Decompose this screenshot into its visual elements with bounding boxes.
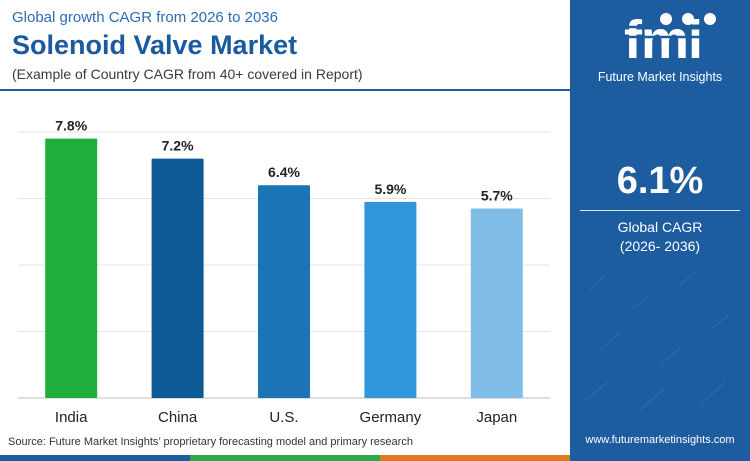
- bar-india: [45, 138, 98, 398]
- decorative-texture: [584, 271, 731, 411]
- website-url: www.futuremarketinsights.com: [585, 434, 735, 446]
- cagr-divider: [580, 210, 740, 211]
- fmi-logo: fmi: [604, 10, 722, 70]
- header-note: (Example of Country CAGR from 40+ covere…: [12, 66, 363, 82]
- bar-value-label: 6.4%: [268, 164, 300, 180]
- brand-name: Future Market Insights: [597, 70, 723, 84]
- chart-panel: Global growth CAGR from 2026 to 2036 Sol…: [0, 9, 570, 448]
- bar-china: [151, 158, 204, 398]
- bar-value-label: 7.2%: [162, 138, 194, 154]
- strip-segment: [190, 455, 380, 461]
- summary-panel: fmi Future Market Insights 6.1% Global C…: [570, 0, 750, 461]
- strip-segment: [0, 455, 190, 461]
- global-cagr-period: (2026- 2036): [619, 238, 701, 254]
- bar-value-label: 5.7%: [481, 187, 513, 203]
- category-tick-label: India: [55, 409, 88, 426]
- global-cagr-label: Global CAGR: [617, 219, 703, 235]
- page-title: Solenoid Valve Market: [12, 30, 298, 60]
- category-tick-label: China: [158, 409, 198, 426]
- global-cagr-value: 6.1%: [616, 160, 704, 202]
- header-subtitle: Global growth CAGR from 2026 to 2036: [12, 9, 278, 26]
- bar-japan: [470, 208, 523, 398]
- header-divider: [0, 89, 570, 91]
- bar-chart: 7.8% India 7.2% China 6.4% U.S. 5.9% Germany 5.7…: [18, 118, 550, 426]
- bar-value-label: 5.9%: [374, 181, 406, 197]
- category-tick-label: Germany: [360, 409, 422, 426]
- bottom-color-strip: [0, 455, 750, 461]
- category-tick-label: Japan: [476, 409, 517, 426]
- bar-germany: [364, 201, 417, 398]
- category-tick-label: U.S.: [269, 409, 298, 426]
- source-note: Source: Future Market Insights’ propriet…: [8, 436, 413, 448]
- strip-segment: [380, 455, 570, 461]
- bar-value-label: 7.8%: [55, 118, 87, 134]
- strip-segment: [570, 455, 750, 461]
- bar-us: [258, 185, 310, 398]
